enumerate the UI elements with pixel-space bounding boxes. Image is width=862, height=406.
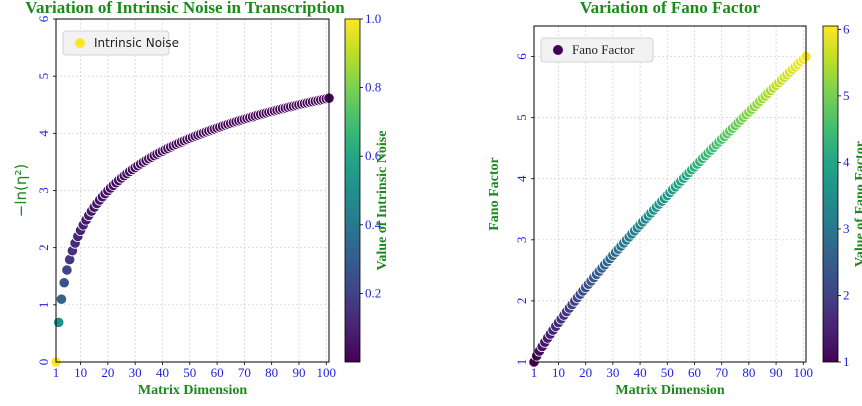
y-tick-label: 5 bbox=[36, 73, 51, 80]
colorbar-tick-label: 5 bbox=[843, 88, 850, 103]
legend-label: Intrinsic Noise bbox=[94, 36, 179, 50]
legend-marker bbox=[553, 45, 563, 55]
y-tick-label: 1 bbox=[36, 302, 51, 309]
y-tick-label: 5 bbox=[514, 114, 529, 121]
colorbar-tick-label: 0.4 bbox=[365, 217, 382, 232]
x-tick-label: 1 bbox=[531, 365, 538, 380]
x-tick-label: 50 bbox=[183, 365, 196, 380]
y-tick-label: 1 bbox=[514, 359, 529, 366]
legend-marker bbox=[75, 38, 85, 48]
y-axis-label: −ln(η²) bbox=[12, 164, 30, 217]
chart-panel-1: Variation of Intrinsic Noise in Transcri… bbox=[12, 0, 390, 398]
colorbar-gradient bbox=[344, 18, 361, 363]
plot-frame bbox=[55, 18, 330, 363]
x-tick-label: 20 bbox=[101, 365, 114, 380]
x-tick-label: 90 bbox=[770, 365, 783, 380]
x-axis-label: Matrix Dimension bbox=[138, 383, 247, 398]
colorbar-tick-label: 3 bbox=[843, 221, 850, 236]
legend-box bbox=[62, 30, 170, 56]
colorbar-tick-label: 1.0 bbox=[365, 11, 381, 26]
x-tick-label: 1 bbox=[53, 365, 60, 380]
x-tick-label: 50 bbox=[661, 365, 674, 380]
colorbar: 0.2 0.4 0.6 0.8 1.0 Value of Intrinsic Noise bbox=[344, 11, 390, 363]
x-tick-label: 30 bbox=[606, 365, 619, 380]
colorbar-tick-label: 0.6 bbox=[365, 148, 382, 163]
scatter-points bbox=[50, 92, 335, 368]
colorbar-tick-label: 2 bbox=[843, 287, 850, 302]
y-tick-label: 4 bbox=[36, 130, 51, 137]
x-tick-label: 80 bbox=[265, 365, 278, 380]
x-tick-label: 70 bbox=[715, 365, 728, 380]
x-tick-label: 20 bbox=[579, 365, 592, 380]
y-tick-label: 2 bbox=[36, 244, 51, 251]
colorbar-tick-label: 0.2 bbox=[365, 285, 381, 300]
data-point bbox=[55, 293, 68, 305]
chart-title: Variation of Fano Factor bbox=[580, 0, 761, 17]
colorbar-tick-label: 6 bbox=[843, 21, 850, 36]
y-tick-label: 6 bbox=[36, 15, 51, 22]
colorbar: 1 2 3 4 5 6 Value of Fano Factor bbox=[822, 21, 862, 369]
colorbar-tick-label: 0.8 bbox=[365, 80, 381, 95]
legend-box bbox=[540, 37, 654, 63]
legend-label: Fano Factor bbox=[572, 42, 635, 57]
x-tick-label: 60 bbox=[211, 365, 224, 380]
colorbar-label: Value of Intrinsic Noise bbox=[375, 131, 390, 271]
data-point bbox=[53, 316, 65, 328]
y-tick-label: 4 bbox=[514, 175, 529, 182]
legend: Intrinsic Noise bbox=[62, 30, 179, 56]
x-tick-label: 80 bbox=[742, 365, 755, 380]
chart-title: Variation of Intrinsic Noise in Transcri… bbox=[25, 0, 345, 17]
legend: Fano Factor bbox=[540, 37, 654, 63]
x-tick-label: 30 bbox=[129, 365, 142, 380]
colorbar-tick-label: 4 bbox=[843, 154, 850, 169]
x-tick-label: 40 bbox=[156, 365, 169, 380]
colorbar-label: Value of Fano Factor bbox=[853, 141, 862, 267]
x-tick-label: 100 bbox=[794, 365, 814, 380]
x-tick-label: 40 bbox=[634, 365, 647, 380]
y-axis-label: Fano Factor bbox=[487, 157, 502, 230]
y-tick-label: 3 bbox=[514, 237, 529, 244]
x-tick-label: 10 bbox=[74, 365, 87, 380]
x-axis-label: Matrix Dimension bbox=[615, 383, 724, 398]
x-tick-label: 90 bbox=[292, 365, 305, 380]
scatter-points bbox=[528, 50, 812, 368]
y-tick-label: 2 bbox=[514, 298, 529, 305]
x-tick-label: 70 bbox=[238, 365, 251, 380]
y-tick-label: 6 bbox=[514, 53, 529, 60]
data-point bbox=[61, 264, 73, 276]
chart-panel-2: Variation of Fano Factor 1 10 20 30 40 50 60 70 8… bbox=[487, 0, 862, 398]
colorbar-gradient bbox=[822, 25, 839, 363]
y-tick-label: 3 bbox=[36, 187, 51, 194]
x-tick-label: 60 bbox=[688, 365, 701, 380]
y-tick-label: 0 bbox=[36, 359, 51, 366]
x-tick-label: 100 bbox=[317, 365, 337, 380]
plot-frame bbox=[533, 25, 807, 363]
colorbar-tick-label: 1 bbox=[843, 354, 850, 369]
x-tick-label: 10 bbox=[552, 365, 565, 380]
data-point bbox=[58, 277, 70, 289]
